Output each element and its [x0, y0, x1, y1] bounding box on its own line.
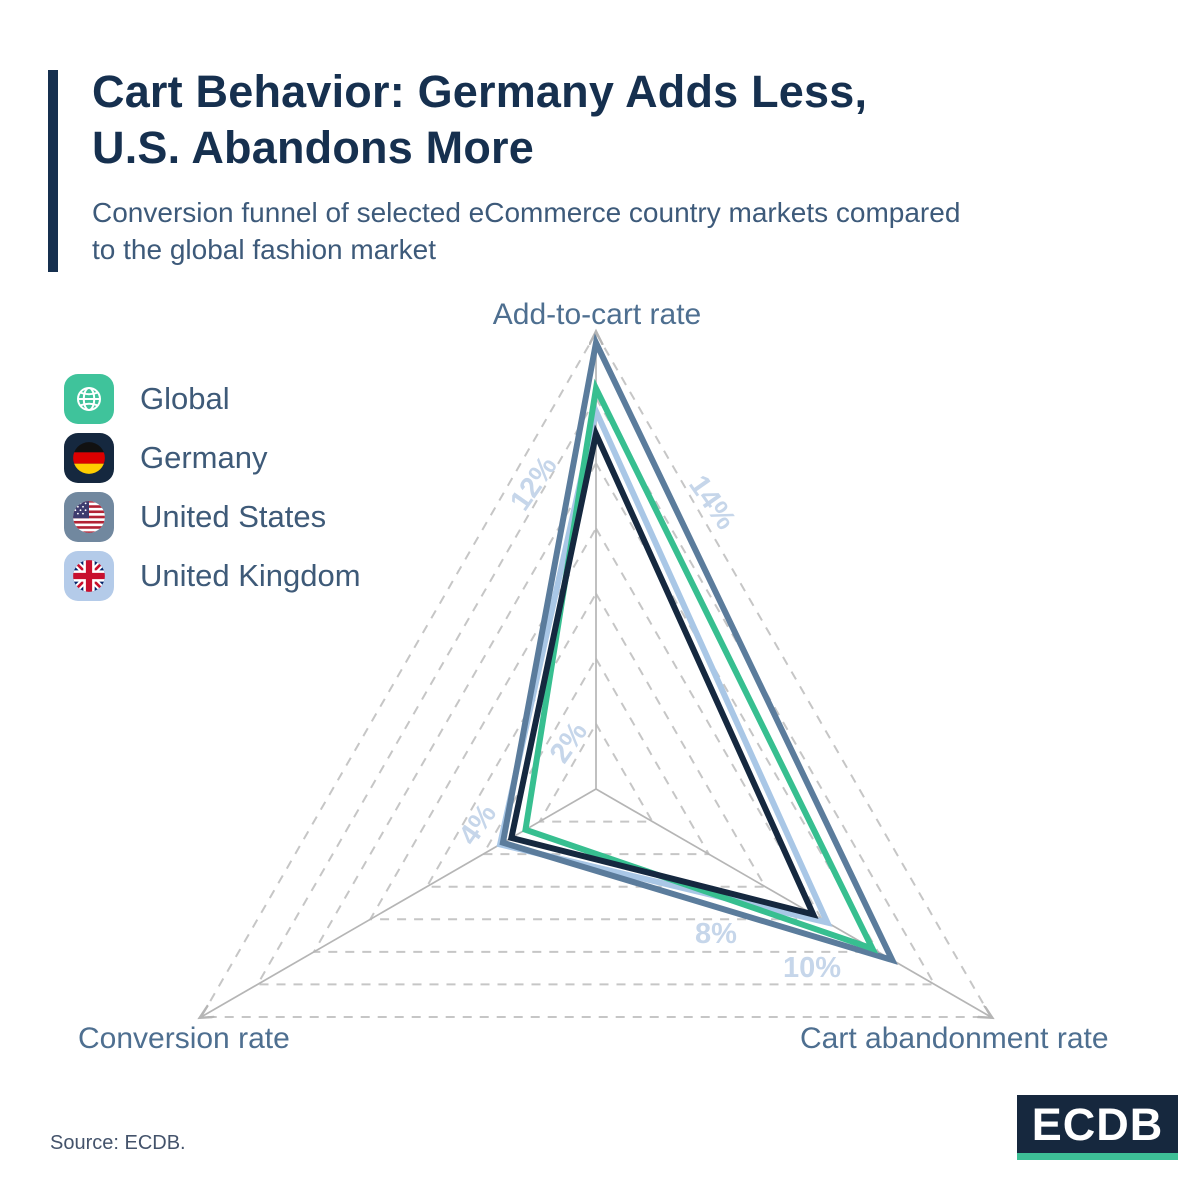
- page-subtitle-line2: to the global fashion market: [92, 234, 436, 266]
- page-subtitle-line1: Conversion funnel of selected eCommerce …: [92, 197, 961, 228]
- tick-14pct: 14%: [682, 470, 742, 536]
- tick-8pct: 8%: [695, 918, 737, 950]
- legend-item-united-kingdom: United Kingdom: [64, 551, 361, 601]
- legend-label-germany: Germany: [140, 440, 268, 475]
- series-united-kingdom: [496, 401, 833, 927]
- axis-label-cart-abandonment: Cart abandonment rate: [800, 1022, 1109, 1055]
- axis-label-add-to-cart: Add-to-cart rate: [492, 298, 702, 331]
- source-note: Source: ECDB.: [50, 1132, 186, 1154]
- ecdb-logo-text: ECDB: [1017, 1095, 1178, 1153]
- axis-label-conversion: Conversion rate: [78, 1022, 290, 1055]
- page-title-line1: Cart Behavior: Germany Adds Less,: [92, 66, 868, 117]
- title-accent-bar: [48, 70, 58, 272]
- legend-item-global: Global: [64, 374, 361, 424]
- page-title-line2: U.S. Abandons More: [92, 121, 534, 173]
- uk-flag-icon: [64, 551, 114, 601]
- tick-2pct: 2%: [544, 716, 594, 769]
- tick-12pct: 12%: [504, 451, 564, 517]
- page-title: Cart Behavior: Germany Adds Less, U.S. A…: [92, 64, 867, 176]
- legend-item-united-states: United States: [64, 492, 361, 542]
- germany-flag-icon: [64, 433, 114, 483]
- ecdb-logo: ECDB: [1017, 1095, 1178, 1160]
- series-germany: [507, 424, 819, 919]
- series-united-states: [499, 333, 898, 965]
- series-polygons: [496, 333, 898, 965]
- tick-4pct: 4%: [453, 798, 503, 851]
- tick-10pct: 10%: [783, 952, 841, 984]
- page-subtitle: Conversion funnel of selected eCommerce …: [92, 194, 960, 268]
- grid-ring-14pct: [199, 330, 993, 1018]
- axis-line-1: [595, 788, 991, 1017]
- axis-line-2: [201, 788, 597, 1017]
- legend-label-united-states: United States: [140, 499, 327, 534]
- legend: Global Germany: [64, 374, 361, 610]
- legend-label-united-kingdom: United Kingdom: [140, 558, 361, 593]
- grid-ring-2pct: [537, 721, 655, 823]
- legend-item-germany: Germany: [64, 433, 361, 483]
- legend-label-global: Global: [140, 381, 230, 416]
- usa-flag-icon: [64, 492, 114, 542]
- ecdb-logo-accent: [1017, 1153, 1178, 1160]
- grid-ring-8pct: [368, 526, 824, 921]
- globe-icon: [64, 374, 114, 424]
